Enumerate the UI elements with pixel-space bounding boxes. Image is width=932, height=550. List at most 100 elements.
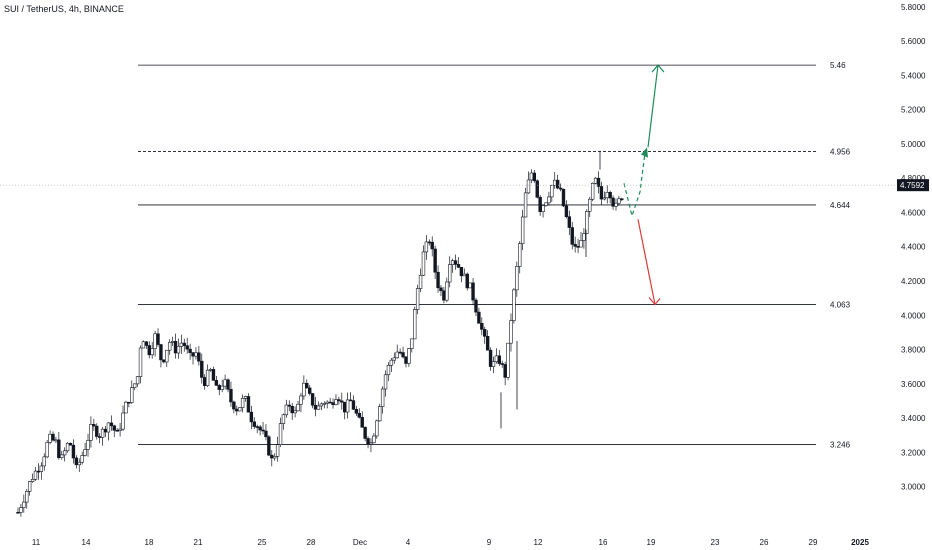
x-tick-label: 23 (711, 538, 720, 547)
candle-body (124, 401, 128, 414)
candle-body (334, 399, 338, 405)
candle-body (529, 172, 534, 181)
y-tick-label: 5.2000 (901, 106, 926, 115)
up-arrowhead (651, 64, 665, 73)
candle-body (182, 342, 186, 346)
candle-body (453, 260, 458, 265)
candle-body (115, 429, 119, 432)
arrowhead (641, 147, 648, 158)
candle-body (593, 177, 598, 184)
candle-body (509, 320, 513, 344)
candle-body (413, 309, 417, 340)
candle-body (553, 179, 557, 186)
candle-body (240, 398, 245, 408)
x-tick-label: 2025 (851, 538, 869, 547)
candle-body (477, 311, 481, 324)
candle-body (132, 383, 137, 388)
y-tick-label: 4.0000 (901, 311, 926, 320)
candle-body (36, 470, 41, 473)
x-tick-label: Dec (353, 538, 367, 547)
candle-body (579, 240, 583, 248)
candle-body (343, 401, 347, 413)
candle-body (299, 395, 303, 405)
candle-body (60, 454, 64, 458)
level-label: 4.063 (830, 300, 851, 309)
candle-body (305, 382, 309, 389)
y-tick-label: 5.4000 (901, 71, 926, 80)
candle-body (243, 396, 248, 399)
candle-body (532, 172, 537, 182)
candle-body (308, 387, 312, 394)
candle-body (474, 299, 478, 313)
chart-title: SUI / TetherUS, 4h, BINANCE (4, 4, 124, 14)
candle-body (389, 359, 394, 366)
candle-body (80, 455, 84, 463)
x-tick-label: 12 (534, 538, 543, 547)
candle-body (325, 401, 329, 404)
candle-body (141, 341, 146, 349)
candle-body (159, 344, 163, 361)
candle-body (252, 421, 256, 427)
candle-body (322, 403, 326, 405)
candle-body (25, 491, 29, 503)
candle-body (497, 355, 502, 364)
candle-body (197, 352, 201, 362)
candle-body (550, 185, 554, 198)
candle-body (596, 177, 601, 187)
x-tick-label: 9 (487, 538, 492, 547)
candle-body (205, 369, 210, 386)
candle-body (442, 290, 446, 301)
candle-body (30, 479, 35, 482)
candle-body (328, 401, 332, 404)
y-tick-label: 4.6000 (901, 208, 926, 217)
candle-body (319, 403, 324, 407)
candle-series (16, 150, 624, 517)
candle-body (561, 188, 566, 207)
candle-body (380, 388, 385, 407)
x-tick-label: 26 (760, 538, 769, 547)
x-tick-label: 25 (258, 538, 267, 547)
candle-body (194, 352, 198, 357)
candle-body (211, 369, 216, 381)
candle-body (462, 273, 467, 277)
candle-body (386, 365, 391, 376)
y-tick-label: 4.8000 (901, 174, 926, 183)
candle-body (456, 264, 461, 268)
candle-body (316, 405, 321, 410)
candle-body (57, 439, 61, 458)
candle-body (518, 243, 522, 267)
price-axis[interactable]: 3.0000 3.2000 3.4000 3.6000 3.8000 4.0000 4.20… (0, 3, 929, 492)
candle-body (544, 202, 548, 206)
candle-body (424, 241, 429, 253)
candle-body (284, 404, 289, 416)
candle-body (62, 450, 67, 456)
current-price-label: 4.7592 (900, 181, 925, 190)
candle-body (369, 442, 373, 445)
x-tick-label: 28 (307, 538, 316, 547)
candle-body (249, 411, 254, 423)
x-tick-label: 18 (145, 538, 154, 547)
time-axis[interactable]: 11 14 18 21 25 28 Dec 4 9 12 16 19 23 26 29 2025 (32, 538, 870, 547)
candle-body (448, 264, 452, 283)
candle-body (176, 346, 181, 354)
candle-body (202, 377, 207, 386)
candle-body (39, 465, 44, 472)
candle-body (488, 349, 493, 367)
candle-body (261, 429, 265, 432)
candle-body (526, 179, 531, 194)
candle-body (22, 501, 26, 508)
candle-body (275, 444, 280, 457)
candle-body (599, 186, 604, 200)
candle-body (267, 436, 271, 456)
candle-body (570, 227, 574, 245)
candle-body (360, 416, 364, 428)
candle-body (33, 470, 38, 480)
candle-body (167, 342, 172, 351)
candle-body (278, 423, 283, 445)
candle-body (576, 246, 580, 248)
x-tick-label: 19 (647, 538, 656, 547)
candle-body (130, 387, 134, 403)
candle-body (127, 401, 131, 404)
candle-body (290, 405, 294, 414)
